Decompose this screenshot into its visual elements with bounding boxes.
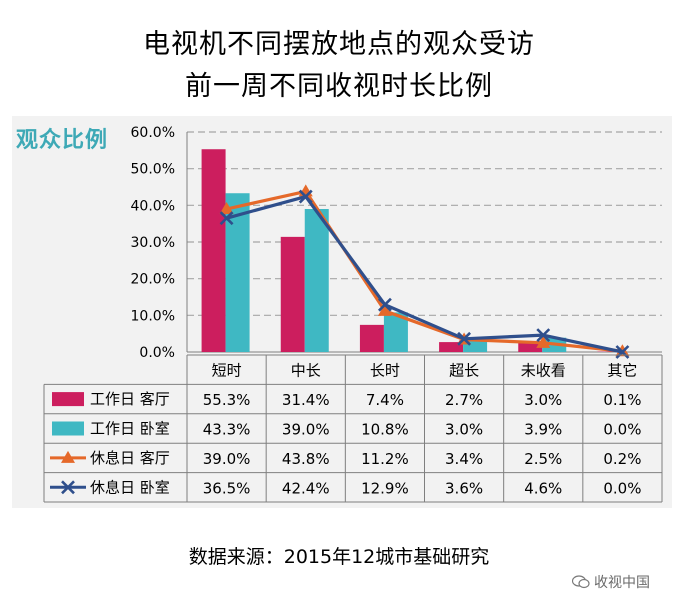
category-label: 中长 — [291, 362, 321, 380]
table-value: 2.5% — [524, 450, 562, 468]
bar-weekday-livingroom — [359, 324, 384, 352]
marker-x — [219, 211, 234, 226]
y-axis-label: 观众比例 — [16, 128, 109, 153]
marker-triangle — [377, 303, 392, 316]
legend-label: 休息日 客厅 — [90, 449, 170, 467]
bar-weekday-livingroom — [439, 342, 464, 352]
table-value: 3.4% — [445, 450, 483, 468]
table-value: 3.9% — [524, 421, 562, 439]
table-value: 0.0% — [603, 479, 641, 497]
chart-title-line-2: 前一周不同收视时长比例 — [185, 71, 493, 102]
table-value: 31.4% — [282, 391, 330, 409]
marker-x — [457, 331, 472, 346]
watermark: 收视中国 — [571, 572, 650, 592]
watermark-text: 收视中国 — [594, 575, 650, 591]
legend-marker-x — [61, 480, 75, 495]
legend-label: 工作日 客厅 — [90, 390, 170, 408]
legend-key-bar — [52, 392, 84, 407]
table-value: 3.0% — [524, 391, 562, 409]
category-label: 长时 — [370, 362, 400, 380]
y-tick-label: 40.0% — [131, 198, 175, 214]
chart-title-line-1: 电视机不同摆放地点的观众受访 — [143, 29, 535, 60]
table-value: 12.9% — [361, 479, 409, 497]
y-tick-label: 20.0% — [131, 272, 175, 288]
legend-label: 工作日 卧室 — [90, 420, 170, 438]
bar-weekday-bedroom — [463, 341, 488, 352]
bar-weekday-livingroom — [201, 149, 226, 352]
table-value: 7.4% — [366, 391, 404, 409]
marker-x — [615, 345, 630, 359]
table-value: 55.3% — [203, 391, 251, 409]
table-value: 36.5% — [203, 479, 251, 497]
data-source-note: 数据来源：2015年12城市基础研究 — [188, 546, 490, 568]
wechat-icon — [571, 575, 590, 589]
table-value: 0.2% — [603, 450, 641, 468]
marker-triangle — [536, 335, 551, 348]
table-value: 39.0% — [203, 450, 251, 468]
bar-weekday-livingroom — [518, 341, 543, 352]
legend-marker-triangle — [61, 450, 75, 463]
table-value: 43.3% — [203, 421, 251, 439]
y-tick-label: 10.0% — [131, 308, 175, 324]
line-weekend-bedroom — [226, 194, 623, 354]
legend-label: 休息日 卧室 — [90, 478, 170, 496]
table-value: 11.2% — [361, 450, 409, 468]
category-label: 未收看 — [521, 362, 566, 380]
marker-triangle — [219, 202, 234, 214]
table-value: 4.6% — [524, 479, 562, 497]
legend-key-bar — [52, 421, 84, 436]
bar-weekday-bedroom — [304, 209, 329, 352]
category-label: 超长 — [449, 362, 479, 380]
table-value: 43.8% — [282, 450, 330, 468]
table-value: 0.1% — [603, 391, 641, 409]
table-value: 39.0% — [282, 421, 330, 439]
table-value: 10.8% — [361, 421, 409, 439]
bar-weekday-livingroom — [280, 236, 305, 352]
y-tick-label: 60.0% — [131, 125, 175, 141]
table-value: 3.6% — [445, 479, 483, 497]
y-tick-label: 30.0% — [131, 235, 175, 251]
table-value: 2.7% — [445, 391, 483, 409]
table-value: 0.0% — [603, 421, 641, 439]
y-tick-label: 0.0% — [139, 345, 175, 361]
marker-x — [377, 297, 392, 312]
marker-x — [298, 189, 313, 204]
marker-x — [536, 328, 551, 343]
table-value: 3.0% — [445, 421, 483, 439]
category-label: 短时 — [212, 362, 242, 380]
y-tick-label: 50.0% — [131, 162, 175, 178]
category-label: 其它 — [607, 362, 637, 380]
data-table — [43, 354, 663, 503]
line-weekend-livingroom — [226, 189, 623, 353]
table-value: 42.4% — [282, 479, 330, 497]
chart-panel — [12, 116, 672, 508]
